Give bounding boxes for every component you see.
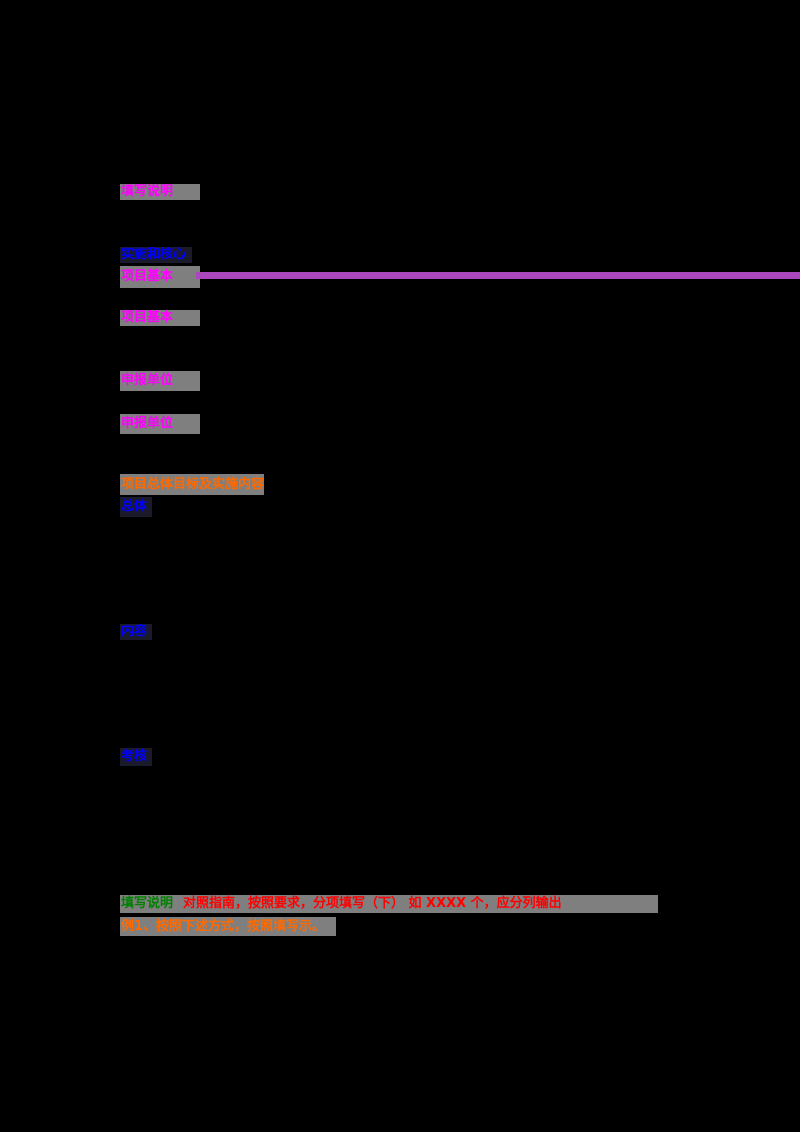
heading-4: 申报单位 <box>120 371 200 391</box>
heading-3: 项目基本 <box>120 310 200 326</box>
subheading-objectives: 项目总体目标及实施内容 <box>120 474 264 495</box>
footer-label: 填写说明 <box>120 895 182 913</box>
section-divider <box>196 272 800 279</box>
label-content: 内容 <box>120 624 152 640</box>
heading-2: 项目基本 <box>120 266 200 288</box>
heading-1: 填写说明 <box>120 184 200 200</box>
section-label: 实施和核心 <box>120 247 192 263</box>
heading-5: 申报单位 <box>120 414 200 434</box>
footer-body-line-2: 例1、按照下述方式，按照填写示。 <box>120 917 336 936</box>
footer-body-line-1: 对照指南，按照要求，分项填写（下） 如 XXXX 个，应分列输出 <box>182 895 658 913</box>
label-overall: 总体 <box>120 497 152 517</box>
label-assessment: 考核 <box>120 748 152 766</box>
